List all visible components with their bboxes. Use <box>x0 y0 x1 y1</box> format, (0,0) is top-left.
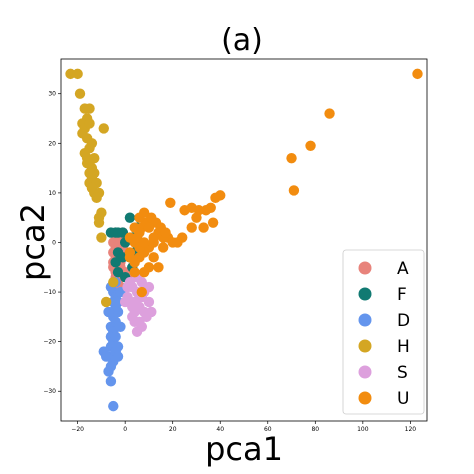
x-tick-label-6: 100 <box>357 426 369 433</box>
point-U-3 <box>286 152 297 164</box>
x-tick-label-3: 40 <box>216 426 224 433</box>
point-U-45 <box>129 222 140 233</box>
point-D-19 <box>103 366 114 377</box>
legend-marker-F <box>358 287 372 301</box>
point-D-22 <box>112 351 124 362</box>
point-D-20 <box>105 376 117 387</box>
point-U-48 <box>143 222 155 233</box>
point-H-4 <box>84 103 95 114</box>
point-D-23 <box>115 321 126 332</box>
point-H-34 <box>108 276 119 288</box>
x-tick-label-5: 80 <box>311 426 319 433</box>
point-U-52 <box>172 237 183 248</box>
point-U-53 <box>136 286 148 298</box>
legend-marker-A <box>358 261 372 275</box>
point-D-27 <box>112 296 124 308</box>
point-H-0 <box>65 68 76 80</box>
series-H <box>65 68 119 308</box>
x-tick-label-2: 20 <box>169 426 177 433</box>
point-S-17 <box>146 306 157 318</box>
x-axis-ticks: −20 0 20 40 60 80 100 120 <box>71 421 416 433</box>
point-H-8 <box>84 118 95 129</box>
point-U-42 <box>129 267 140 278</box>
series-U <box>124 68 423 298</box>
point-U-13 <box>198 222 209 233</box>
legend-box <box>342 249 425 415</box>
point-U-49 <box>148 232 159 243</box>
legend-marker-D <box>358 313 372 327</box>
x-axis-label: pca1 <box>205 430 283 468</box>
legend-marker-H <box>358 339 372 353</box>
plot-frame <box>60 58 428 422</box>
point-U-12 <box>191 212 202 223</box>
y-tick-label-6: 30 <box>48 91 56 98</box>
point-F-5 <box>124 212 136 223</box>
legend-marker-U <box>358 391 372 405</box>
point-H-18 <box>81 157 93 169</box>
point-U-4 <box>288 185 300 196</box>
plot-area <box>65 68 423 412</box>
point-D-30 <box>108 400 119 412</box>
point-H-33 <box>100 296 112 308</box>
legend-label-U: U <box>397 389 409 409</box>
y-axis-ticks: −30 −20 −10 0 10 20 30 <box>43 91 61 395</box>
point-U-2 <box>305 140 316 151</box>
y-tick-label-5: 20 <box>48 140 56 147</box>
y-tick-label-2: −10 <box>43 289 56 296</box>
point-S-16 <box>143 296 155 308</box>
point-U-1 <box>324 108 335 119</box>
point-U-41 <box>138 267 150 278</box>
x-tick-label-0: −20 <box>71 426 84 433</box>
point-U-33 <box>165 197 176 209</box>
x-tick-label-1: 0 <box>123 426 127 433</box>
legend-label-S: S <box>397 363 408 383</box>
legend-label-A: A <box>397 259 409 279</box>
point-D-21 <box>112 341 124 352</box>
point-U-0 <box>412 68 423 80</box>
point-U-47 <box>138 207 150 218</box>
y-tick-label-1: −20 <box>43 339 56 346</box>
point-D-18 <box>100 351 112 362</box>
series-D <box>98 276 126 412</box>
point-U-40 <box>153 262 164 273</box>
point-H-31 <box>93 217 105 228</box>
point-H-28 <box>98 123 109 134</box>
point-U-39 <box>148 252 159 263</box>
point-H-27 <box>91 192 102 204</box>
y-tick-label-0: −30 <box>43 388 56 395</box>
chart-title: (a) <box>221 23 263 58</box>
point-U-8 <box>200 205 212 216</box>
y-tick-label-3: 0 <box>52 239 56 246</box>
point-H-2 <box>74 88 86 99</box>
legend-label-D: D <box>397 311 410 331</box>
x-tick-label-4: 60 <box>264 426 272 433</box>
point-D-26 <box>103 306 114 318</box>
legend-marker-S <box>358 365 372 379</box>
legend-label-H: H <box>397 337 410 357</box>
point-S-21 <box>122 281 133 293</box>
point-U-32 <box>160 227 171 238</box>
y-tick-label-4: 10 <box>48 190 56 197</box>
point-U-6 <box>210 192 221 204</box>
point-H-32 <box>96 232 107 243</box>
point-H-1 <box>72 68 83 80</box>
y-axis-label: pca2 <box>14 203 52 281</box>
legend-label-F: F <box>397 285 407 305</box>
point-D-29 <box>110 331 121 342</box>
point-U-50 <box>157 242 169 253</box>
point-U-43 <box>124 247 136 258</box>
point-U-14 <box>207 217 219 228</box>
point-U-34 <box>138 237 150 248</box>
series-S <box>119 271 157 337</box>
point-U-11 <box>179 205 190 216</box>
x-tick-label-7: 120 <box>405 426 417 433</box>
point-S-25 <box>129 316 140 328</box>
point-S-19 <box>127 301 138 313</box>
point-U-15 <box>186 222 197 233</box>
point-U-25 <box>124 232 136 243</box>
